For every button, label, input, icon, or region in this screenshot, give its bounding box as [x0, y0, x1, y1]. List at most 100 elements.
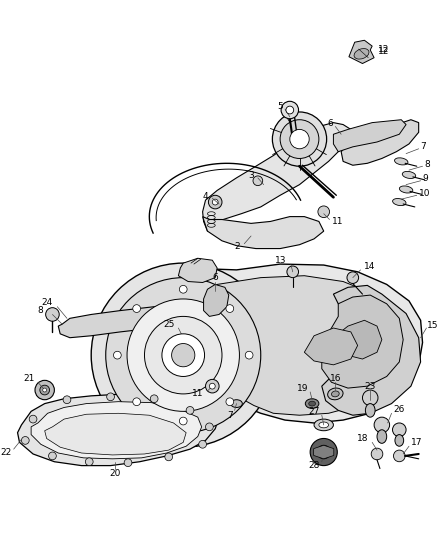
Text: 4: 4 [203, 192, 208, 201]
Circle shape [286, 106, 294, 114]
Circle shape [245, 351, 253, 359]
Circle shape [186, 407, 194, 414]
Text: 12: 12 [378, 45, 389, 54]
Text: 26: 26 [393, 405, 405, 414]
Circle shape [40, 385, 49, 395]
Polygon shape [183, 264, 423, 442]
Circle shape [107, 393, 114, 401]
Circle shape [177, 331, 190, 344]
Text: 27: 27 [308, 407, 320, 416]
Polygon shape [333, 320, 382, 359]
Text: 3: 3 [248, 172, 254, 180]
Polygon shape [203, 123, 353, 231]
Circle shape [180, 417, 187, 425]
Ellipse shape [377, 430, 387, 443]
Ellipse shape [314, 419, 333, 431]
Circle shape [374, 417, 390, 433]
Circle shape [393, 450, 405, 462]
Circle shape [91, 263, 275, 447]
Text: 6: 6 [328, 119, 333, 128]
Circle shape [363, 390, 378, 406]
Circle shape [133, 398, 141, 406]
Circle shape [205, 379, 219, 393]
Circle shape [226, 398, 234, 406]
Circle shape [35, 381, 54, 400]
Circle shape [63, 396, 71, 403]
Circle shape [317, 445, 331, 459]
Polygon shape [322, 285, 420, 415]
Polygon shape [333, 120, 406, 152]
Circle shape [127, 299, 240, 411]
Ellipse shape [332, 391, 339, 397]
Text: 24: 24 [41, 298, 53, 308]
Text: 22: 22 [0, 448, 12, 457]
Circle shape [21, 437, 29, 445]
Text: 18: 18 [357, 434, 368, 443]
Ellipse shape [319, 422, 328, 428]
Polygon shape [31, 402, 201, 459]
Circle shape [145, 317, 222, 394]
Circle shape [310, 439, 337, 466]
Circle shape [392, 423, 406, 437]
Text: 2: 2 [235, 242, 240, 251]
Polygon shape [304, 328, 358, 365]
Polygon shape [18, 394, 219, 466]
Circle shape [199, 440, 206, 448]
Polygon shape [322, 295, 403, 388]
Text: 8: 8 [424, 160, 430, 169]
Text: 13: 13 [276, 256, 287, 265]
Polygon shape [45, 413, 186, 455]
Text: 19: 19 [297, 384, 308, 393]
Text: 9: 9 [423, 174, 428, 183]
Ellipse shape [392, 198, 406, 206]
Circle shape [106, 278, 261, 433]
Polygon shape [178, 259, 217, 282]
Text: 16: 16 [330, 374, 341, 383]
Circle shape [133, 305, 141, 312]
Text: 7: 7 [227, 411, 233, 419]
Text: 23: 23 [364, 382, 376, 391]
Text: 15: 15 [427, 321, 438, 329]
Ellipse shape [395, 158, 408, 165]
Circle shape [281, 101, 299, 119]
Text: 10: 10 [419, 189, 430, 198]
Text: 5: 5 [277, 102, 283, 111]
Circle shape [347, 272, 359, 284]
Ellipse shape [309, 401, 315, 406]
Polygon shape [314, 445, 334, 459]
Polygon shape [204, 285, 229, 317]
Polygon shape [203, 216, 324, 248]
Circle shape [209, 383, 215, 389]
Circle shape [43, 388, 46, 392]
Circle shape [212, 199, 218, 205]
Circle shape [371, 448, 383, 460]
Circle shape [165, 453, 173, 461]
Ellipse shape [395, 434, 404, 446]
Text: 25: 25 [163, 320, 174, 329]
Text: 20: 20 [110, 469, 121, 478]
Text: 14: 14 [364, 262, 376, 271]
Ellipse shape [399, 186, 413, 193]
Circle shape [124, 459, 132, 466]
Text: 8: 8 [37, 306, 43, 315]
Circle shape [290, 130, 309, 149]
Text: 28: 28 [308, 461, 320, 470]
Circle shape [113, 351, 121, 359]
Circle shape [180, 285, 187, 293]
Circle shape [29, 415, 37, 423]
Ellipse shape [354, 49, 369, 59]
Ellipse shape [305, 399, 319, 408]
Text: 21: 21 [24, 374, 35, 383]
Circle shape [318, 206, 329, 217]
Circle shape [150, 395, 158, 402]
Polygon shape [341, 120, 419, 165]
Ellipse shape [231, 400, 242, 407]
Text: 7: 7 [420, 142, 426, 151]
Circle shape [162, 334, 205, 376]
Circle shape [205, 423, 213, 431]
Text: 6: 6 [212, 273, 218, 282]
Text: 11: 11 [192, 390, 204, 398]
Ellipse shape [402, 172, 416, 179]
Circle shape [272, 112, 327, 166]
Ellipse shape [328, 388, 343, 400]
